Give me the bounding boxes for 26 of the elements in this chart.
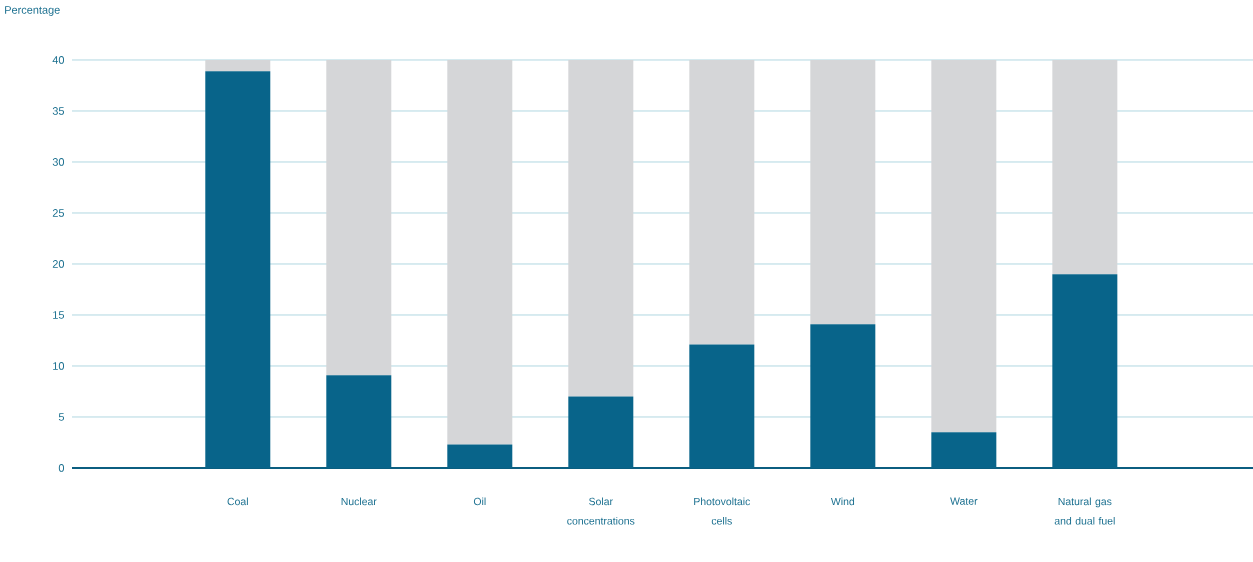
y-tick-label: 5 [58,413,65,421]
y-axis-title: Percentage [5,6,60,16]
y-tick-label: 10 [53,362,65,370]
x-tick-label: Solar concentrations [567,497,635,525]
y-tick-label: 0 [58,464,65,472]
y-tick-label: 25 [52,209,65,217]
bar [447,59,513,445]
y-tick-label: 35 [52,107,65,115]
bar [205,59,271,72]
y-tick-label: 40 [52,56,65,64]
x-tick-label: Oil [473,497,486,506]
x-tick-label: Wind [830,497,855,506]
y-tick-label: 15 [53,311,65,319]
x-tick-label: Photovoltaic cells [694,497,751,525]
bar [689,59,755,345]
x-tick-label: Coal [227,497,248,506]
bar [568,59,634,397]
bar [931,59,997,433]
bar [326,59,392,376]
bar [810,59,876,325]
y-tick-label: 20 [52,260,65,268]
bar [1052,59,1118,275]
x-tick-label: Nuclear [341,497,377,506]
y-tick-label: 30 [52,158,65,166]
x-tick-label: Natural gas and dual fuel [1054,497,1115,525]
x-tick-label: Water [950,497,978,505]
